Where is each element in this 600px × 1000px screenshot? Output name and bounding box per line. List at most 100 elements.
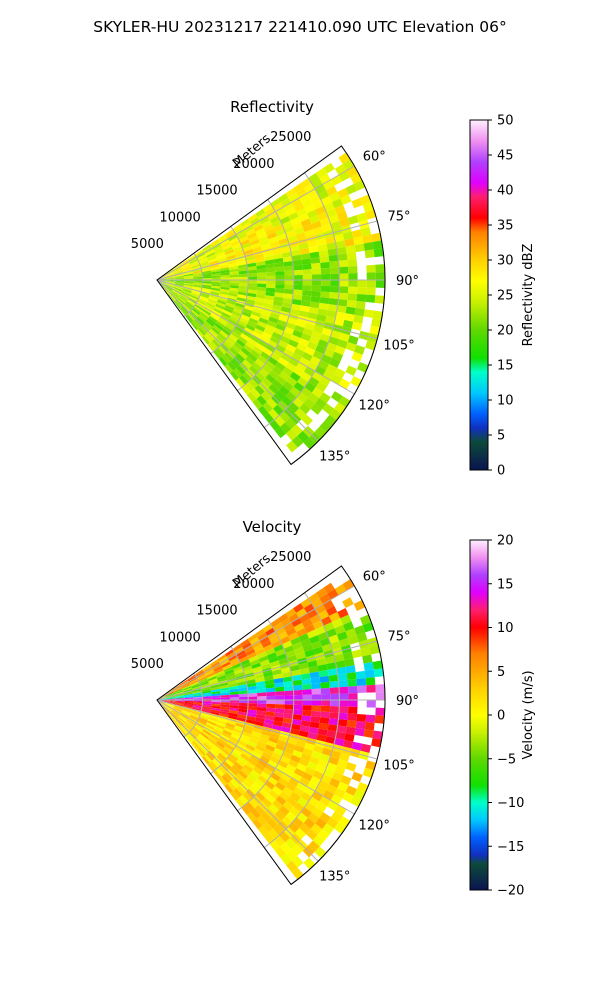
colorbar-tick-label: −10 [497,796,524,811]
radar-cell [289,806,301,818]
radar-cell [201,289,211,294]
radar-cell [292,329,303,339]
radar-cell [351,649,363,659]
radar-cell [192,286,202,290]
radar-cell [246,811,257,823]
radar-cell [246,715,256,721]
radar-cell [189,295,198,302]
radar-cell [290,249,301,257]
radar-cell [202,742,212,751]
radar-cell [291,674,302,681]
radar-cell [201,270,212,274]
radar-cell [318,722,329,731]
radar-cell [162,706,169,715]
radar-cell [217,717,228,723]
radar-cell [342,791,354,803]
radar-cell [280,306,291,314]
radar-cell [326,342,337,352]
radar-cell [201,707,211,712]
radar-cell [267,339,278,349]
radar-cell [201,755,210,765]
radar-cell [307,812,320,824]
radar-cell [218,776,228,787]
radar-cell [256,688,267,694]
radar-cell [240,638,250,647]
radar-cell [245,743,256,752]
radar-cell [251,220,262,229]
radar-cell [323,582,335,594]
radar-cell [265,763,276,773]
radar-cell [375,707,385,716]
radar-cell [171,710,180,717]
radar-cell [334,765,346,776]
radar-cell [234,725,244,732]
radar-cell [268,236,279,244]
radar-cell [238,656,249,663]
radar-cell [192,320,200,329]
radar-cell [190,309,199,317]
radar-cell [184,276,194,279]
radar-cell [357,280,367,288]
radar-data-cells [157,579,385,880]
radar-cell [301,295,312,302]
radar-cell [173,268,183,274]
radar-cell [255,677,265,683]
radar-cell [285,362,297,372]
radar-cell [311,262,321,270]
radar-cell [213,769,222,780]
radar-cell [273,716,284,723]
radar-cell [230,330,241,339]
radar-cell [322,369,335,381]
radar-cell [275,271,285,276]
radar-cell [246,259,256,265]
radar-cell [210,709,220,714]
radar-cell [187,299,196,306]
radar-cell [299,193,310,203]
radar-cell [250,239,260,246]
radar-cell [318,779,330,790]
radar-cell [317,759,329,769]
radar-cell [348,280,358,288]
radar-cell [269,635,280,645]
radar-cell [273,224,284,233]
radar-cell [301,618,313,629]
radar-cell [312,620,324,630]
radar-cell [195,251,205,258]
radar-cell [272,720,283,727]
radar-cell [183,693,194,697]
radar-cell [299,667,310,675]
radar-cell [246,295,256,301]
radar-cell [292,749,303,759]
radar-cell [323,622,335,632]
radar-cell [255,744,266,752]
radar-cell [210,289,220,294]
radar-cell [293,381,305,393]
radar-cell [216,719,227,725]
radar-cell [319,173,331,185]
radar-cell [327,800,339,812]
radar-cell [269,755,280,765]
radar-cell [193,273,203,277]
radar-cell [225,302,236,309]
radar-cell [204,725,214,732]
radar-cell [228,265,239,270]
radar-cell [319,812,331,824]
radar-cell [266,818,278,829]
radar-cell [247,320,257,328]
radar-cell [184,723,192,731]
radar-cell [278,735,289,743]
radar-cell [222,341,232,350]
radar-cell [301,771,313,782]
radar-cell [323,162,335,174]
radar-cell [258,367,269,378]
radar-cell [319,333,331,343]
radar-cell [354,243,365,253]
radar-cell [363,309,374,319]
radar-cell [231,344,241,354]
radar-cell [212,729,222,737]
radar-cell [277,613,289,623]
radar-cell [201,709,211,714]
radar-cell [199,295,209,301]
radar-cell [165,693,175,698]
